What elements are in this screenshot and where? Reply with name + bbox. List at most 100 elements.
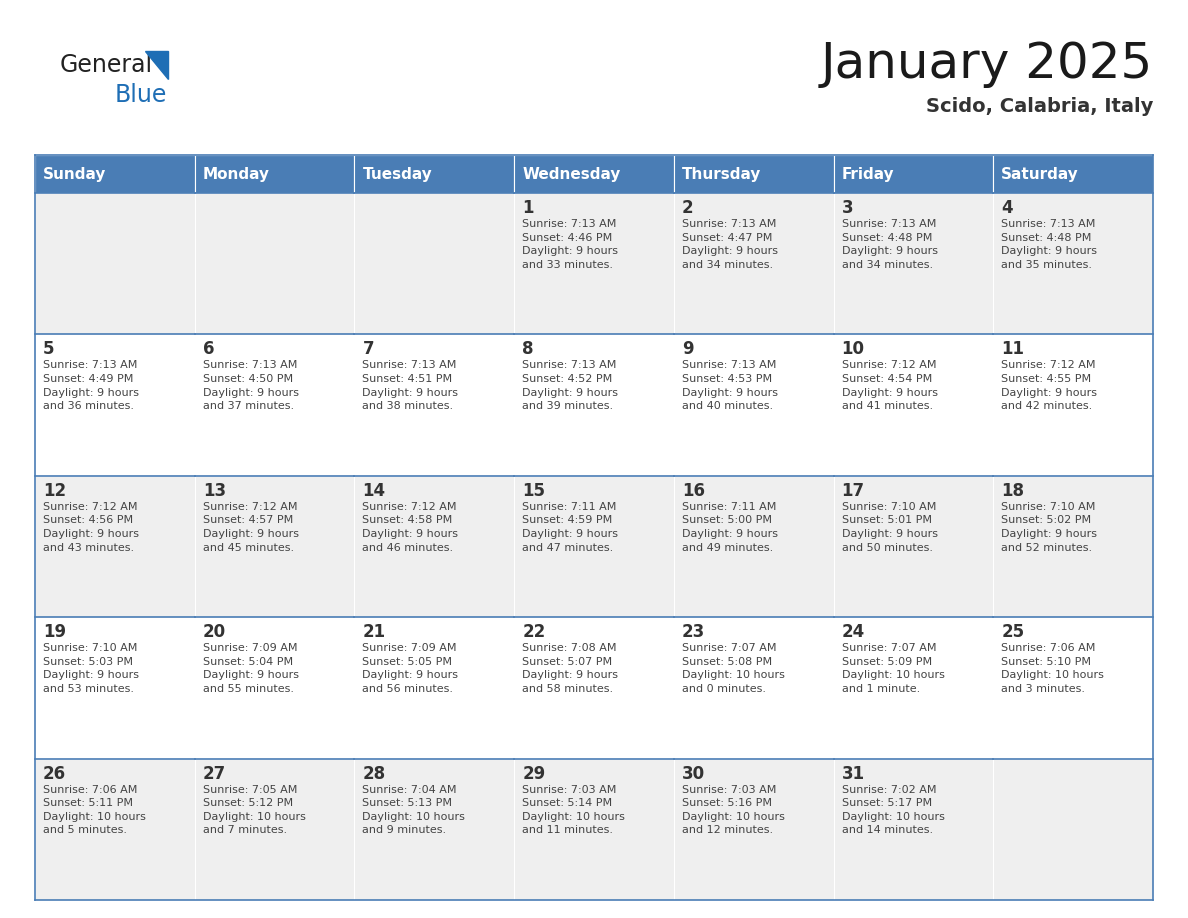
Text: 2: 2 bbox=[682, 199, 694, 217]
Text: Sunrise: 7:10 AM
Sunset: 5:01 PM
Daylight: 9 hours
and 50 minutes.: Sunrise: 7:10 AM Sunset: 5:01 PM Dayligh… bbox=[841, 502, 937, 553]
Text: Sunrise: 7:13 AM
Sunset: 4:48 PM
Daylight: 9 hours
and 34 minutes.: Sunrise: 7:13 AM Sunset: 4:48 PM Dayligh… bbox=[841, 219, 937, 270]
Text: Wednesday: Wednesday bbox=[523, 166, 620, 182]
Text: Blue: Blue bbox=[115, 83, 168, 107]
Bar bbox=[514, 155, 674, 193]
Bar bbox=[993, 617, 1154, 758]
Text: Sunrise: 7:12 AM
Sunset: 4:58 PM
Daylight: 9 hours
and 46 minutes.: Sunrise: 7:12 AM Sunset: 4:58 PM Dayligh… bbox=[362, 502, 459, 553]
Text: Sunrise: 7:13 AM
Sunset: 4:51 PM
Daylight: 9 hours
and 38 minutes.: Sunrise: 7:13 AM Sunset: 4:51 PM Dayligh… bbox=[362, 361, 459, 411]
Text: Saturday: Saturday bbox=[1001, 166, 1079, 182]
Text: 12: 12 bbox=[43, 482, 67, 499]
Text: Sunrise: 7:08 AM
Sunset: 5:07 PM
Daylight: 9 hours
and 58 minutes.: Sunrise: 7:08 AM Sunset: 5:07 PM Dayligh… bbox=[523, 644, 618, 694]
Bar bbox=[993, 334, 1154, 476]
Text: 9: 9 bbox=[682, 341, 694, 358]
Bar bbox=[514, 193, 674, 334]
Text: Sunrise: 7:07 AM
Sunset: 5:08 PM
Daylight: 10 hours
and 0 minutes.: Sunrise: 7:07 AM Sunset: 5:08 PM Dayligh… bbox=[682, 644, 785, 694]
Text: Sunrise: 7:06 AM
Sunset: 5:11 PM
Daylight: 10 hours
and 5 minutes.: Sunrise: 7:06 AM Sunset: 5:11 PM Dayligh… bbox=[43, 785, 146, 835]
Text: Monday: Monday bbox=[203, 166, 270, 182]
Bar bbox=[195, 758, 354, 900]
Bar bbox=[674, 334, 834, 476]
Text: Sunrise: 7:13 AM
Sunset: 4:49 PM
Daylight: 9 hours
and 36 minutes.: Sunrise: 7:13 AM Sunset: 4:49 PM Dayligh… bbox=[43, 361, 139, 411]
Text: Sunday: Sunday bbox=[43, 166, 107, 182]
Bar bbox=[674, 758, 834, 900]
Text: 3: 3 bbox=[841, 199, 853, 217]
Text: 17: 17 bbox=[841, 482, 865, 499]
Text: Sunrise: 7:13 AM
Sunset: 4:46 PM
Daylight: 9 hours
and 33 minutes.: Sunrise: 7:13 AM Sunset: 4:46 PM Dayligh… bbox=[523, 219, 618, 270]
Text: Sunrise: 7:05 AM
Sunset: 5:12 PM
Daylight: 10 hours
and 7 minutes.: Sunrise: 7:05 AM Sunset: 5:12 PM Dayligh… bbox=[203, 785, 305, 835]
Text: General: General bbox=[61, 53, 153, 77]
Text: 4: 4 bbox=[1001, 199, 1013, 217]
Bar bbox=[674, 617, 834, 758]
Text: Sunrise: 7:09 AM
Sunset: 5:04 PM
Daylight: 9 hours
and 55 minutes.: Sunrise: 7:09 AM Sunset: 5:04 PM Dayligh… bbox=[203, 644, 298, 694]
Bar bbox=[34, 155, 195, 193]
Text: Sunrise: 7:11 AM
Sunset: 5:00 PM
Daylight: 9 hours
and 49 minutes.: Sunrise: 7:11 AM Sunset: 5:00 PM Dayligh… bbox=[682, 502, 778, 553]
Text: Sunrise: 7:12 AM
Sunset: 4:56 PM
Daylight: 9 hours
and 43 minutes.: Sunrise: 7:12 AM Sunset: 4:56 PM Dayligh… bbox=[43, 502, 139, 553]
Text: Sunrise: 7:03 AM
Sunset: 5:16 PM
Daylight: 10 hours
and 12 minutes.: Sunrise: 7:03 AM Sunset: 5:16 PM Dayligh… bbox=[682, 785, 785, 835]
Text: 15: 15 bbox=[523, 482, 545, 499]
Bar bbox=[34, 334, 195, 476]
Bar bbox=[674, 155, 834, 193]
Bar bbox=[674, 476, 834, 617]
Bar bbox=[34, 617, 195, 758]
Text: Sunrise: 7:02 AM
Sunset: 5:17 PM
Daylight: 10 hours
and 14 minutes.: Sunrise: 7:02 AM Sunset: 5:17 PM Dayligh… bbox=[841, 785, 944, 835]
Text: Sunrise: 7:13 AM
Sunset: 4:52 PM
Daylight: 9 hours
and 39 minutes.: Sunrise: 7:13 AM Sunset: 4:52 PM Dayligh… bbox=[523, 361, 618, 411]
Bar bbox=[195, 155, 354, 193]
Text: 7: 7 bbox=[362, 341, 374, 358]
Text: 26: 26 bbox=[43, 765, 67, 783]
Bar bbox=[993, 476, 1154, 617]
Text: 30: 30 bbox=[682, 765, 704, 783]
Text: Sunrise: 7:11 AM
Sunset: 4:59 PM
Daylight: 9 hours
and 47 minutes.: Sunrise: 7:11 AM Sunset: 4:59 PM Dayligh… bbox=[523, 502, 618, 553]
Text: 13: 13 bbox=[203, 482, 226, 499]
Text: 25: 25 bbox=[1001, 623, 1024, 641]
Text: 14: 14 bbox=[362, 482, 386, 499]
Bar bbox=[514, 476, 674, 617]
Bar bbox=[993, 758, 1154, 900]
Text: Sunrise: 7:12 AM
Sunset: 4:57 PM
Daylight: 9 hours
and 45 minutes.: Sunrise: 7:12 AM Sunset: 4:57 PM Dayligh… bbox=[203, 502, 298, 553]
Text: 18: 18 bbox=[1001, 482, 1024, 499]
Text: 24: 24 bbox=[841, 623, 865, 641]
Text: Sunrise: 7:13 AM
Sunset: 4:48 PM
Daylight: 9 hours
and 35 minutes.: Sunrise: 7:13 AM Sunset: 4:48 PM Dayligh… bbox=[1001, 219, 1098, 270]
Bar bbox=[195, 334, 354, 476]
Text: 23: 23 bbox=[682, 623, 706, 641]
Bar bbox=[834, 193, 993, 334]
Bar bbox=[834, 155, 993, 193]
Text: 20: 20 bbox=[203, 623, 226, 641]
Bar bbox=[34, 758, 195, 900]
Text: Sunrise: 7:12 AM
Sunset: 4:54 PM
Daylight: 9 hours
and 41 minutes.: Sunrise: 7:12 AM Sunset: 4:54 PM Dayligh… bbox=[841, 361, 937, 411]
Text: 1: 1 bbox=[523, 199, 533, 217]
Bar bbox=[514, 758, 674, 900]
Bar bbox=[195, 193, 354, 334]
Text: 6: 6 bbox=[203, 341, 214, 358]
Bar bbox=[354, 476, 514, 617]
Bar bbox=[354, 334, 514, 476]
Text: Sunrise: 7:04 AM
Sunset: 5:13 PM
Daylight: 10 hours
and 9 minutes.: Sunrise: 7:04 AM Sunset: 5:13 PM Dayligh… bbox=[362, 785, 466, 835]
Text: 31: 31 bbox=[841, 765, 865, 783]
Text: Sunrise: 7:09 AM
Sunset: 5:05 PM
Daylight: 9 hours
and 56 minutes.: Sunrise: 7:09 AM Sunset: 5:05 PM Dayligh… bbox=[362, 644, 459, 694]
Bar bbox=[993, 193, 1154, 334]
Bar bbox=[993, 155, 1154, 193]
Text: Sunrise: 7:13 AM
Sunset: 4:53 PM
Daylight: 9 hours
and 40 minutes.: Sunrise: 7:13 AM Sunset: 4:53 PM Dayligh… bbox=[682, 361, 778, 411]
Bar bbox=[354, 193, 514, 334]
Text: 11: 11 bbox=[1001, 341, 1024, 358]
Text: 22: 22 bbox=[523, 623, 545, 641]
Text: 28: 28 bbox=[362, 765, 386, 783]
Bar bbox=[834, 617, 993, 758]
Bar bbox=[834, 334, 993, 476]
Text: Sunrise: 7:03 AM
Sunset: 5:14 PM
Daylight: 10 hours
and 11 minutes.: Sunrise: 7:03 AM Sunset: 5:14 PM Dayligh… bbox=[523, 785, 625, 835]
Text: 29: 29 bbox=[523, 765, 545, 783]
Bar bbox=[195, 617, 354, 758]
Text: Friday: Friday bbox=[841, 166, 895, 182]
Bar bbox=[514, 617, 674, 758]
Text: Tuesday: Tuesday bbox=[362, 166, 432, 182]
Text: Sunrise: 7:12 AM
Sunset: 4:55 PM
Daylight: 9 hours
and 42 minutes.: Sunrise: 7:12 AM Sunset: 4:55 PM Dayligh… bbox=[1001, 361, 1098, 411]
Polygon shape bbox=[145, 51, 168, 79]
Bar bbox=[834, 476, 993, 617]
Bar bbox=[354, 617, 514, 758]
Text: Sunrise: 7:10 AM
Sunset: 5:03 PM
Daylight: 9 hours
and 53 minutes.: Sunrise: 7:10 AM Sunset: 5:03 PM Dayligh… bbox=[43, 644, 139, 694]
Bar bbox=[34, 476, 195, 617]
Text: Thursday: Thursday bbox=[682, 166, 762, 182]
Text: Scido, Calabria, Italy: Scido, Calabria, Italy bbox=[925, 97, 1154, 116]
Text: Sunrise: 7:13 AM
Sunset: 4:47 PM
Daylight: 9 hours
and 34 minutes.: Sunrise: 7:13 AM Sunset: 4:47 PM Dayligh… bbox=[682, 219, 778, 270]
Text: 5: 5 bbox=[43, 341, 55, 358]
Bar bbox=[354, 155, 514, 193]
Text: January 2025: January 2025 bbox=[821, 40, 1154, 88]
